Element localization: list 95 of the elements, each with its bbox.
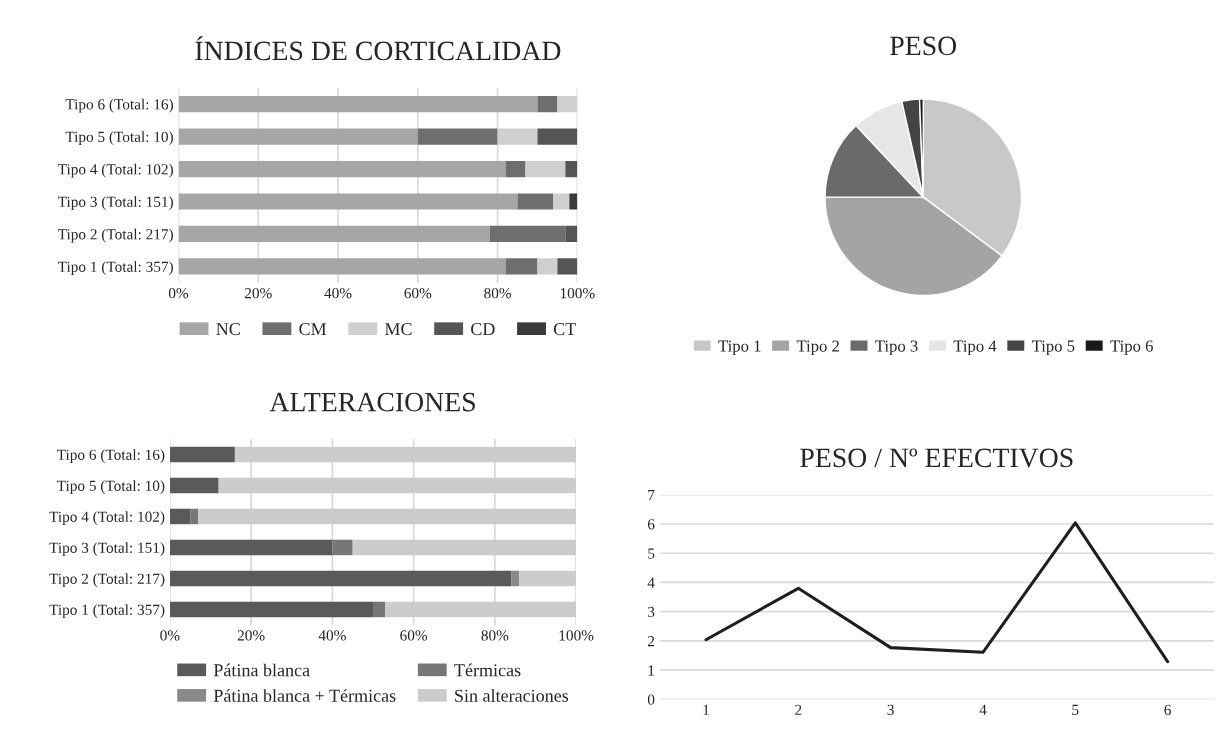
bar [332, 539, 353, 556]
bar [519, 570, 577, 587]
y-tick-label: 4 [647, 577, 655, 588]
legend-label: Tipo 6 [1110, 340, 1153, 356]
legend-label: Tipo 3 [875, 340, 918, 356]
bar [565, 160, 578, 178]
bar [178, 95, 538, 113]
chart-title: ÍNDICES DE CORTICALIDAD [195, 36, 561, 61]
x-tick-label: 40% [318, 630, 346, 641]
bar [190, 508, 199, 525]
x-tick-label: 1 [703, 704, 709, 715]
x-tick-label: 60% [404, 288, 432, 299]
y-tick-label: 3 [648, 606, 655, 618]
bar [557, 95, 578, 113]
bar [178, 128, 418, 145]
bar [537, 258, 558, 275]
bar [569, 193, 578, 210]
bar [553, 193, 570, 210]
legend-label: CT [553, 323, 576, 336]
bar [352, 539, 577, 556]
y-tick-label: Tipo 5 (Total: 10) [57, 480, 165, 495]
bar [557, 258, 578, 275]
x-tick-label: 100% [560, 288, 595, 299]
bar [169, 601, 373, 618]
x-tick-label: 2 [795, 704, 802, 715]
x-tick-label: 60% [400, 630, 428, 641]
bar [198, 508, 577, 525]
bar [178, 258, 506, 275]
bar [565, 225, 578, 243]
x-tick-label: 40% [324, 288, 352, 299]
bar [417, 128, 498, 145]
legend-label: Sin alteraciones [455, 689, 569, 702]
y-tick-label: Tipo 1 (Total: 357) [57, 261, 173, 276]
bar [178, 225, 490, 243]
legend-label: CD [471, 323, 495, 336]
bar [178, 160, 506, 178]
y-tick-label: Tipo 6 (Total: 16) [57, 449, 165, 464]
legend-label: CM [299, 323, 327, 336]
legend-label: Pátina blanca + Térmicas [213, 689, 396, 702]
y-tick-label: Tipo 2 (Total: 217) [57, 228, 173, 243]
legend-label: Pátina blanca [213, 663, 310, 677]
y-tick-label: Tipo 4 (Total: 102) [57, 163, 173, 178]
y-tick-label: Tipo 1 (Total: 357) [49, 604, 165, 619]
bar [505, 258, 538, 275]
x-tick-label: 80% [481, 630, 509, 641]
y-tick-label: 5 [648, 548, 655, 559]
bar [489, 225, 566, 243]
bar [169, 539, 333, 556]
x-tick-label: 0% [160, 630, 180, 641]
x-tick-label: 20% [237, 630, 265, 641]
x-tick-label: 20% [244, 288, 272, 299]
chart-title: PESO / Nº EFECTIVOS [800, 448, 1073, 468]
y-tick-label: Tipo 5 (Total: 10) [65, 131, 173, 146]
x-tick-label: 0% [168, 288, 189, 299]
legend-label: NC [216, 323, 240, 336]
line-series [704, 521, 1170, 664]
bar [497, 128, 538, 145]
bar [169, 477, 219, 494]
bar [218, 477, 577, 494]
x-tick-label: 80% [484, 288, 512, 299]
x-tick-label: 4 [979, 704, 987, 715]
bar [169, 508, 191, 525]
y-tick-label: Tipo 4 (Total: 102) [49, 511, 165, 526]
legend-label: Tipo 5 [1031, 340, 1075, 356]
bar [505, 160, 526, 178]
y-tick-label: 7 [648, 490, 655, 501]
bar [525, 160, 566, 178]
bar [169, 570, 512, 587]
bar [385, 601, 577, 618]
y-tick-label: Tipo 3 (Total: 151) [57, 196, 173, 211]
x-tick-label: 100% [559, 630, 594, 641]
x-tick-label: 6 [1164, 704, 1171, 715]
bar [234, 446, 577, 463]
legend-label: Térmicas [454, 663, 521, 677]
legend-label: Tipo 4 [953, 340, 997, 356]
legend-label: Tipo 1 [718, 340, 761, 356]
chart-title: ALTERACIONES [269, 392, 475, 412]
bar [537, 128, 578, 145]
legend-label: Tipo 2 [796, 340, 839, 356]
bar [537, 95, 558, 113]
y-tick-label: Tipo 6 (Total: 16) [65, 98, 173, 113]
bar [169, 446, 235, 463]
chart-title: PESO [890, 36, 957, 56]
bar [178, 193, 518, 210]
legend-label: MC [384, 323, 412, 336]
bar [372, 601, 386, 618]
bar [517, 193, 554, 210]
y-tick-label: 0 [647, 694, 655, 705]
y-tick-label: Tipo 2 (Total: 217) [49, 573, 165, 588]
x-tick-label: 5 [1072, 704, 1079, 715]
bar [511, 570, 520, 587]
x-tick-label: 3 [887, 704, 894, 715]
y-tick-label: 1 [648, 665, 655, 676]
y-tick-label: 6 [647, 519, 655, 530]
y-tick-label: Tipo 3 (Total: 151) [49, 542, 165, 557]
